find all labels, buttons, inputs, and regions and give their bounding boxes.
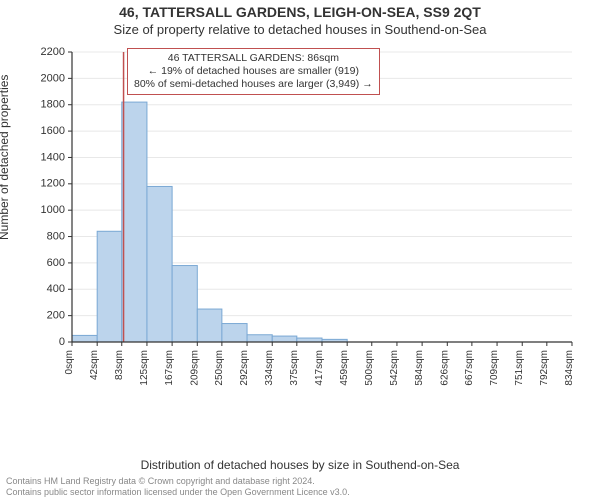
svg-text:42sqm: 42sqm	[89, 350, 100, 380]
chart-container: 46, TATTERSALL GARDENS, LEIGH-ON-SEA, SS…	[0, 0, 600, 500]
svg-text:334sqm: 334sqm	[264, 350, 275, 386]
svg-text:2000: 2000	[41, 72, 65, 84]
svg-text:2200: 2200	[41, 46, 65, 58]
svg-text:292sqm: 292sqm	[239, 350, 250, 386]
svg-text:1800: 1800	[41, 99, 65, 111]
svg-text:400: 400	[47, 283, 65, 295]
svg-text:834sqm: 834sqm	[564, 350, 575, 386]
chart-title: 46, TATTERSALL GARDENS, LEIGH-ON-SEA, SS…	[0, 4, 600, 20]
attribution-line-1: Contains HM Land Registry data © Crown c…	[6, 476, 350, 487]
svg-text:1000: 1000	[41, 204, 65, 216]
svg-text:792sqm: 792sqm	[539, 350, 550, 386]
plot-area: 0200400600800100012001400160018002000220…	[62, 42, 582, 402]
annotation-box: 46 TATTERSALL GARDENS: 86sqm ← 19% of de…	[127, 48, 380, 95]
attribution-text: Contains HM Land Registry data © Crown c…	[6, 476, 350, 498]
svg-text:0sqm: 0sqm	[64, 350, 75, 374]
attribution-line-2: Contains public sector information licen…	[6, 487, 350, 498]
svg-text:209sqm: 209sqm	[189, 350, 200, 386]
y-axis-label: Number of detached properties	[0, 75, 11, 240]
annotation-line-1: 46 TATTERSALL GARDENS: 86sqm	[134, 52, 373, 65]
svg-text:542sqm: 542sqm	[389, 350, 400, 386]
annotation-line-3: 80% of semi-detached houses are larger (…	[134, 78, 373, 91]
svg-text:83sqm: 83sqm	[114, 350, 125, 380]
svg-text:751sqm: 751sqm	[514, 350, 525, 386]
svg-text:167sqm: 167sqm	[164, 350, 175, 386]
svg-text:600: 600	[47, 257, 65, 269]
svg-text:125sqm: 125sqm	[139, 350, 150, 386]
svg-text:1400: 1400	[41, 151, 65, 163]
svg-text:375sqm: 375sqm	[289, 350, 300, 386]
svg-text:667sqm: 667sqm	[464, 350, 475, 386]
svg-text:800: 800	[47, 230, 65, 242]
plot-svg: 0200400600800100012001400160018002000220…	[62, 42, 582, 402]
chart-subtitle: Size of property relative to detached ho…	[0, 22, 600, 37]
svg-text:417sqm: 417sqm	[314, 350, 325, 386]
svg-text:709sqm: 709sqm	[489, 350, 500, 386]
svg-text:250sqm: 250sqm	[214, 350, 225, 386]
x-axis-label: Distribution of detached houses by size …	[0, 458, 600, 472]
svg-text:500sqm: 500sqm	[364, 350, 375, 386]
svg-text:1600: 1600	[41, 125, 65, 137]
svg-text:459sqm: 459sqm	[339, 350, 350, 386]
svg-text:0: 0	[59, 336, 65, 348]
annotation-line-2: ← 19% of detached houses are smaller (91…	[134, 65, 373, 78]
svg-text:1200: 1200	[41, 178, 65, 190]
svg-text:584sqm: 584sqm	[414, 350, 425, 386]
svg-text:200: 200	[47, 310, 65, 322]
svg-text:626sqm: 626sqm	[439, 350, 450, 386]
